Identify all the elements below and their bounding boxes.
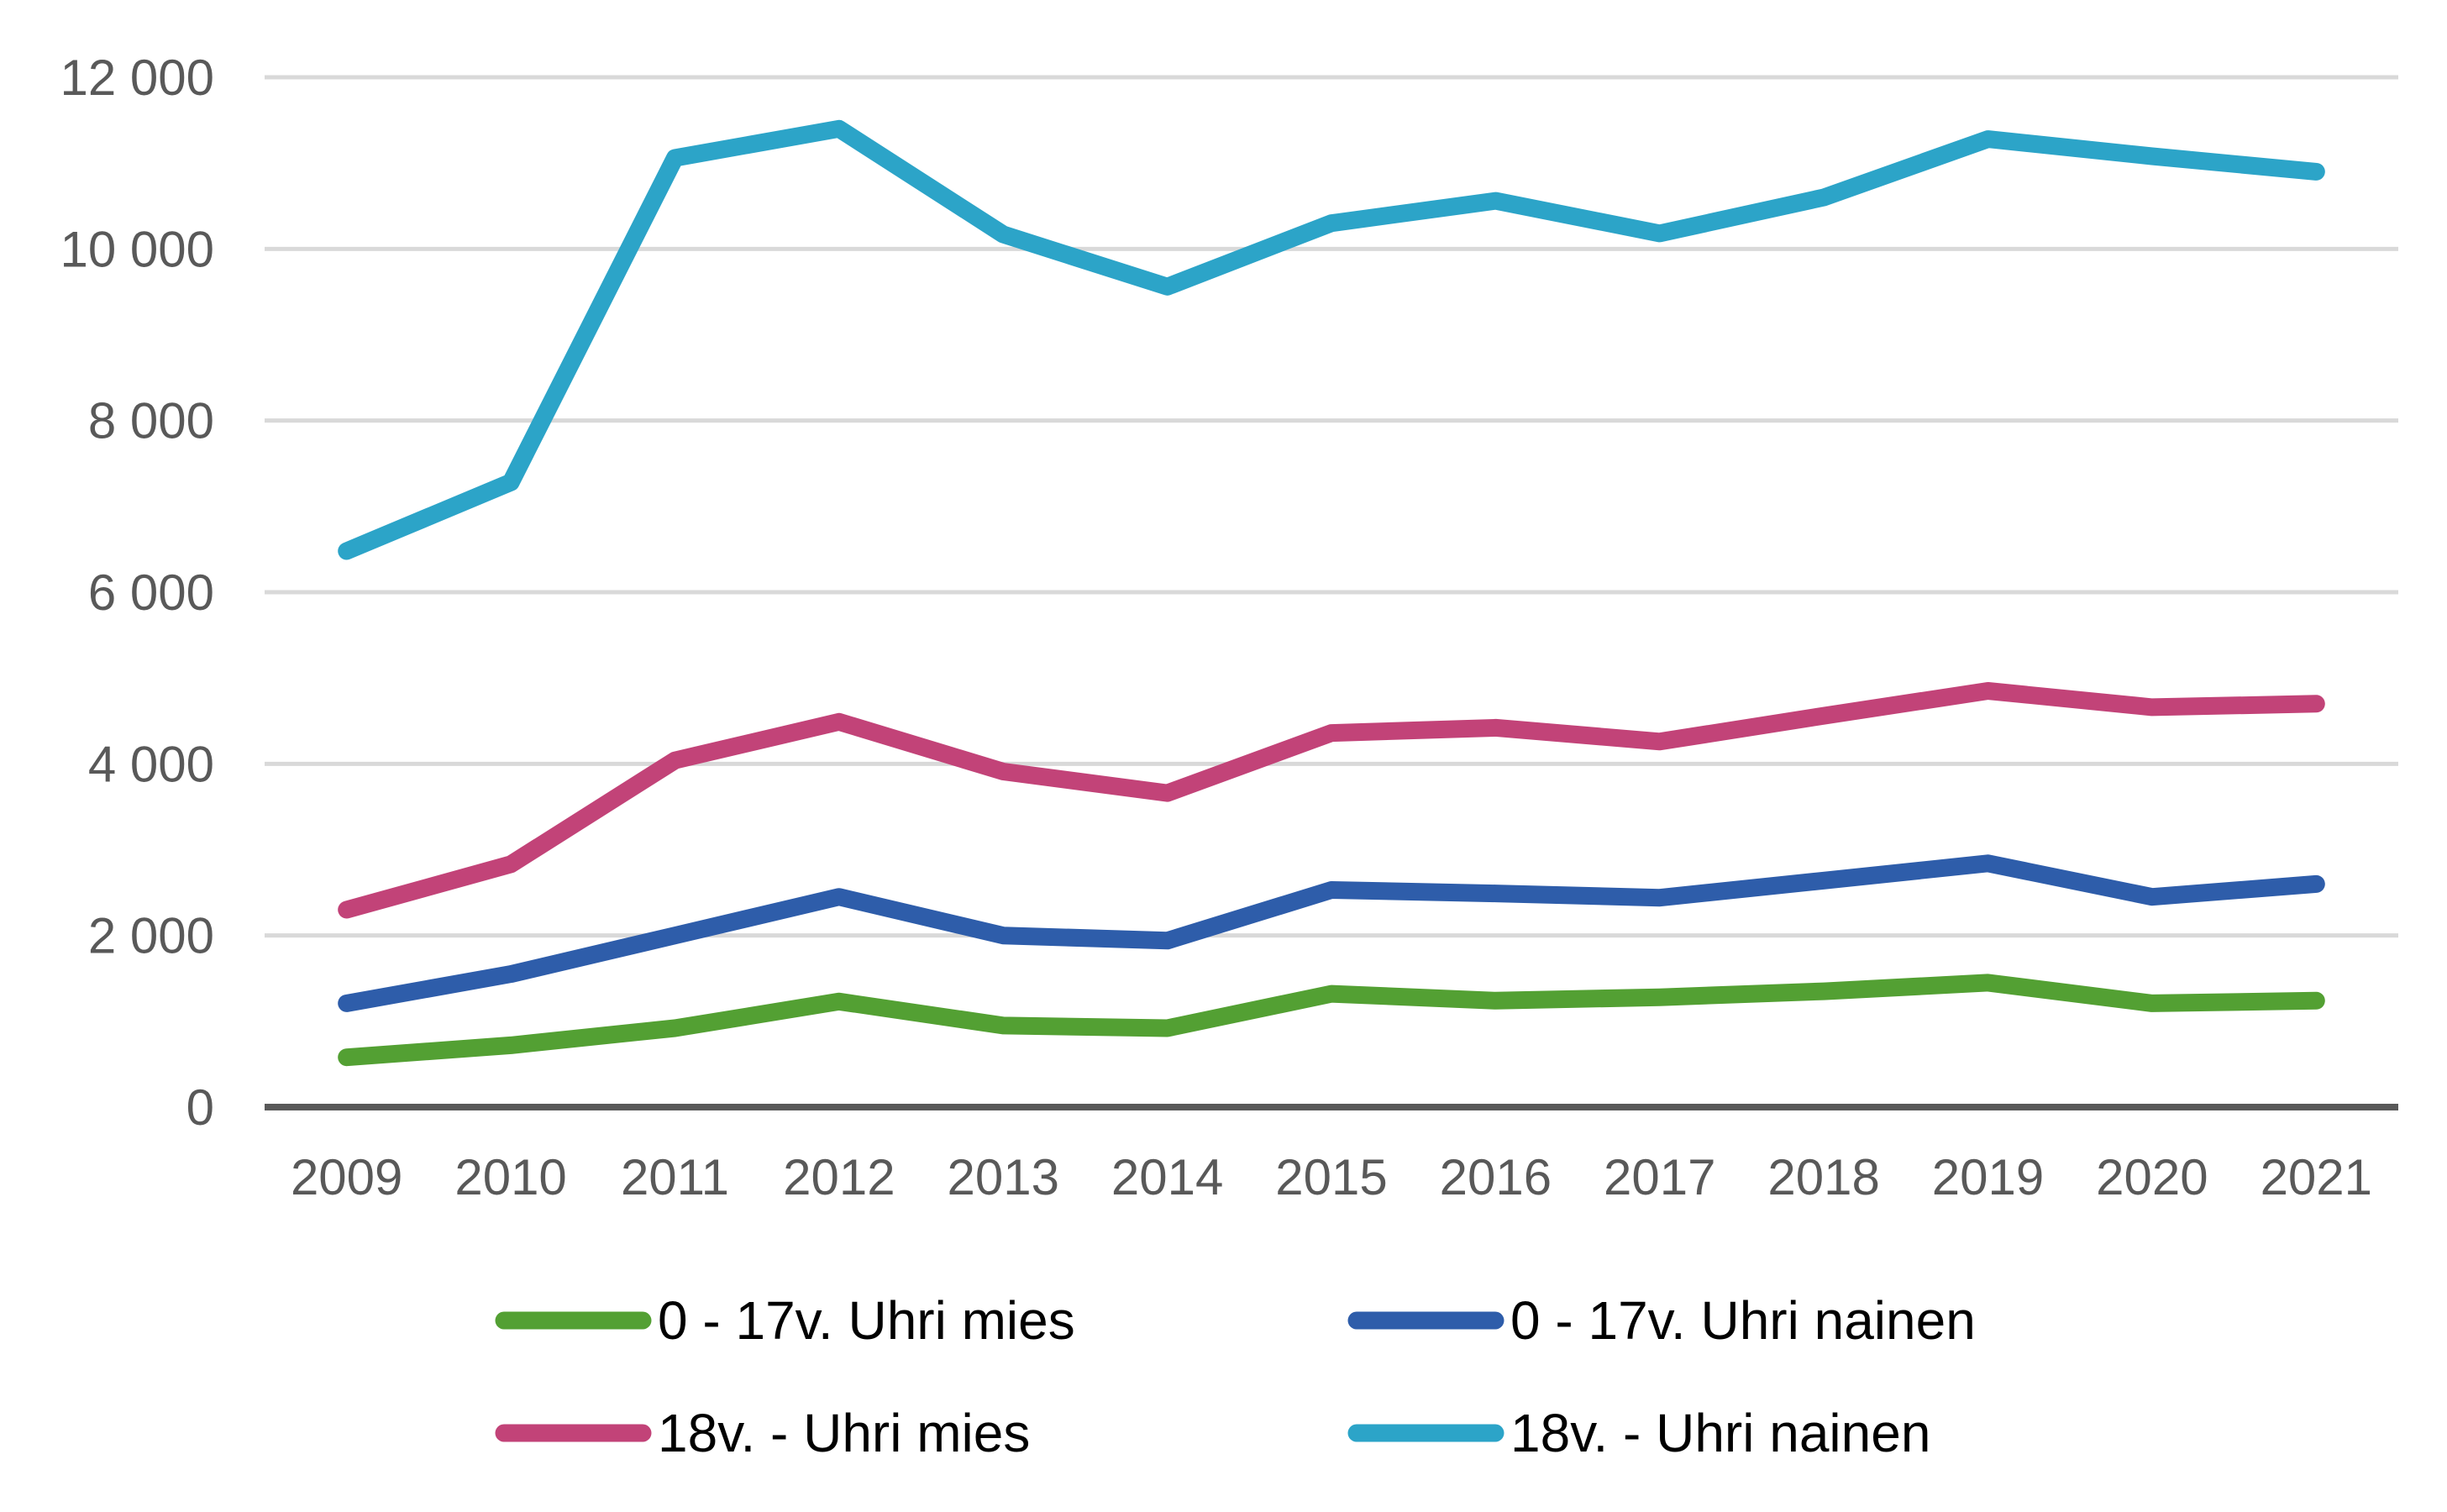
x-tick-label: 2013 <box>947 1149 1058 1205</box>
x-tick-label: 2016 <box>1440 1149 1552 1205</box>
y-tick-label: 12 000 <box>60 50 214 106</box>
legend-label-1: 0 - 17v. Uhri mies <box>658 1290 1075 1351</box>
legend-label-2: 0 - 17v. Uhri nainen <box>1510 1290 1976 1351</box>
series-line-3 <box>338 682 2325 919</box>
x-tick-label: 2021 <box>2261 1149 2372 1205</box>
series-line-1 <box>338 974 2325 1067</box>
series-lines <box>338 119 2325 1067</box>
series-line-4 <box>338 119 2325 560</box>
legend-label-3: 18v. - Uhri mies <box>658 1403 1030 1463</box>
x-tick-label: 2014 <box>1111 1149 1223 1205</box>
x-tick-label: 2009 <box>291 1149 402 1205</box>
y-tick-label: 4 000 <box>88 736 214 792</box>
x-axis-ticks: 2009 2010 2011 2012 2013 2014 2015 2016 2017 2018… <box>291 1149 2372 1205</box>
y-tick-label: 10 000 <box>60 221 214 277</box>
series-line-2 <box>338 854 2325 1012</box>
x-tick-label: 2012 <box>783 1149 895 1205</box>
x-tick-label: 2011 <box>621 1149 729 1205</box>
y-tick-label: 8 000 <box>88 393 214 449</box>
y-axis-ticks: 0 2 000 4 000 6 000 8 000 10 000 12 000 <box>60 50 214 1136</box>
y-tick-label: 6 000 <box>88 564 214 621</box>
y-tick-label: 0 <box>186 1079 214 1136</box>
x-tick-label: 2020 <box>2096 1149 2208 1205</box>
legend-label-4: 18v. - Uhri nainen <box>1510 1403 1930 1463</box>
y-tick-label: 2 000 <box>88 908 214 964</box>
gridlines <box>265 75 2398 938</box>
x-tick-label: 2017 <box>1604 1149 1715 1205</box>
x-tick-label: 2010 <box>454 1149 566 1205</box>
legend: 0 - 17v. Uhri mies 0 - 17v. Uhri nainen 18… <box>495 1290 1976 1463</box>
x-tick-label: 2019 <box>1932 1149 2044 1205</box>
x-tick-label: 2015 <box>1275 1149 1387 1205</box>
x-tick-label: 2018 <box>1767 1149 1879 1205</box>
